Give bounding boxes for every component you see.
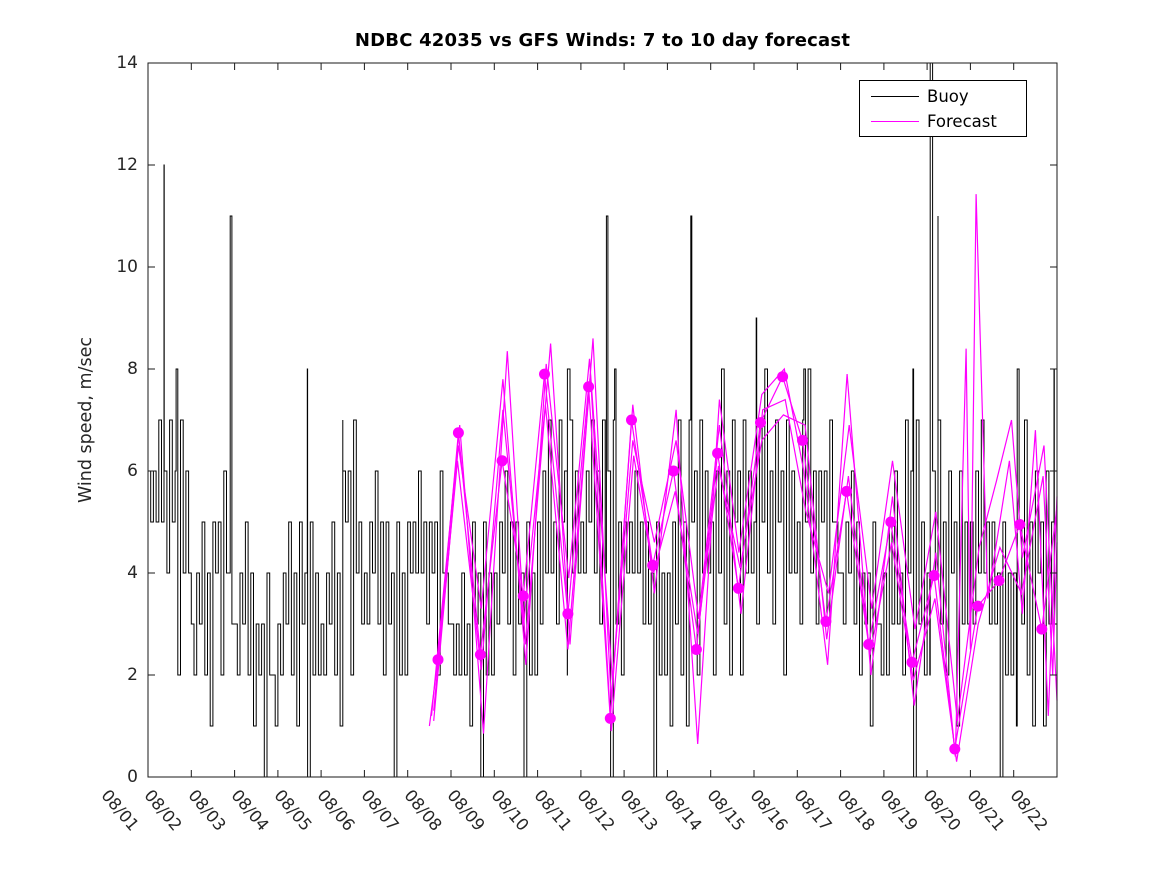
y-tick-label: 6 — [127, 461, 138, 481]
forecast-marker — [474, 649, 486, 661]
forecast-marker — [517, 590, 529, 602]
y-tick-label: 4 — [127, 563, 138, 583]
forecast-marker — [539, 368, 550, 380]
y-tick-label: 14 — [116, 53, 138, 73]
forecast-marker — [928, 570, 940, 581]
forecast-marker — [797, 434, 808, 446]
forecast-marker — [604, 712, 616, 724]
forecast-line-run4 — [433, 374, 1058, 762]
forecast-marker — [562, 608, 574, 620]
chart-title: NDBC 42035 vs GFS Winds: 7 to 10 day for… — [354, 30, 851, 51]
forecast-marker — [863, 638, 875, 650]
forecast-marker — [777, 371, 789, 383]
forecast-marker — [647, 559, 659, 571]
y-tick-label: 12 — [116, 155, 138, 175]
buoy-series-line — [148, 62, 1058, 778]
forecast-marker — [1014, 519, 1026, 530]
forecast-marker — [906, 656, 918, 668]
legend-label-forecast: Forecast — [927, 111, 997, 131]
legend-label-buoy: Buoy — [927, 86, 969, 106]
forecast-marker — [690, 644, 702, 655]
forecast-marker — [668, 465, 679, 477]
legend: Buoy Forecast — [859, 80, 1027, 137]
y-tick-label: 2 — [127, 665, 138, 685]
forecast-marker — [1036, 623, 1048, 635]
y-tick-label: 8 — [127, 359, 138, 379]
forecast-marker — [712, 447, 724, 459]
forecast-marker — [496, 455, 508, 467]
forecast-line-run3 — [433, 358, 1058, 721]
legend-item-forecast: Forecast — [860, 109, 1026, 133]
y-tick-label: 0 — [127, 767, 138, 787]
y-tick-label: 10 — [116, 257, 138, 277]
forecast-line-swatch — [871, 120, 919, 122]
buoy-line-swatch — [871, 95, 919, 97]
forecast-marker — [885, 516, 897, 528]
forecast-marker — [432, 654, 444, 666]
forecast-marker — [626, 414, 637, 426]
forecast-marker — [583, 381, 595, 393]
axes-box — [147, 62, 1058, 778]
forecast-marker — [993, 575, 1005, 587]
forecast-marker — [949, 743, 961, 755]
forecast-marker — [820, 616, 832, 627]
forecast-marker — [972, 600, 984, 612]
forecast-marker — [755, 417, 766, 429]
forecast-marker — [452, 427, 464, 439]
forecast-marker — [732, 582, 744, 594]
forecast-marker — [841, 485, 853, 497]
legend-item-buoy: Buoy — [860, 84, 1026, 108]
